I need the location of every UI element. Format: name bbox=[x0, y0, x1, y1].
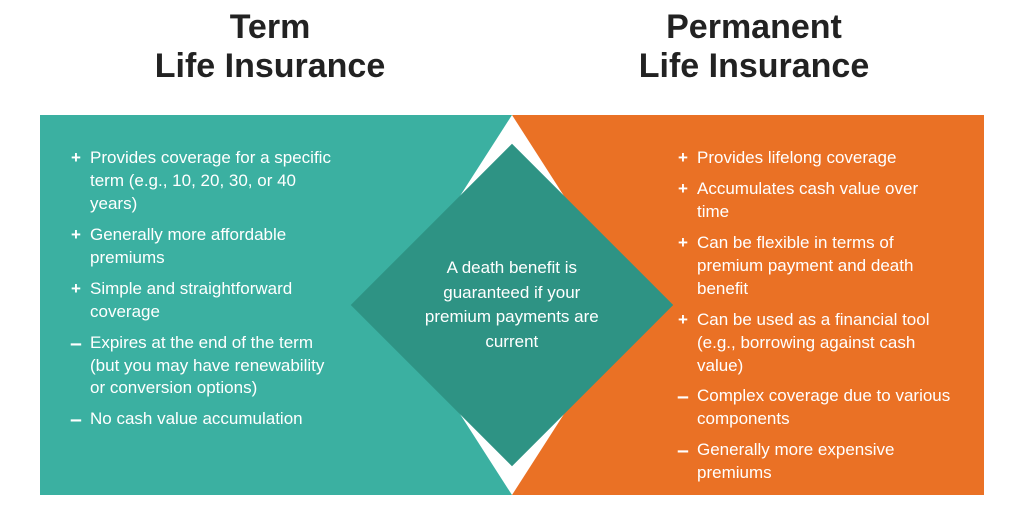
left-title-line1: Term bbox=[230, 8, 311, 46]
plus-icon: + bbox=[675, 147, 691, 170]
list-item-text: Can be used as a financial tool (e.g., b… bbox=[697, 310, 930, 375]
minus-icon: – bbox=[675, 383, 691, 411]
list-item: –Generally more expensive premiums bbox=[675, 439, 954, 485]
list-item: + Accumulates cash value over time bbox=[675, 178, 954, 224]
list-item: + Generally more affordable premiums bbox=[68, 224, 343, 270]
right-title-line2: Life Insurance bbox=[639, 47, 870, 85]
list-item: –Complex coverage due to various compone… bbox=[675, 385, 954, 431]
list-item-text: Simple and straightforward coverage bbox=[90, 279, 292, 321]
plus-icon: + bbox=[68, 278, 84, 301]
plus-icon: + bbox=[675, 178, 691, 201]
list-item: + Provides coverage for a specific term (… bbox=[68, 147, 343, 216]
plus-icon: + bbox=[675, 309, 691, 332]
list-item-text: Complex coverage due to various componen… bbox=[697, 386, 950, 428]
right-title-line1: Permanent bbox=[666, 8, 842, 46]
comparison-infographic: Term Life Insurance Permanent Life Insur… bbox=[0, 0, 1024, 521]
center-text: A death benefit is guaranteed if your pr… bbox=[412, 256, 612, 355]
list-item-text: Generally more expensive premiums bbox=[697, 440, 894, 482]
plus-icon: + bbox=[675, 232, 691, 255]
list-item-text: No cash value accumulation bbox=[90, 409, 303, 428]
right-title: Permanent Life Insurance bbox=[524, 8, 984, 86]
plus-icon: + bbox=[68, 147, 84, 170]
left-title: Term Life Insurance bbox=[40, 8, 500, 86]
list-item: + Simple and straightforward coverage bbox=[68, 278, 343, 324]
list-item-text: Provides coverage for a specific term (e… bbox=[90, 148, 331, 213]
left-title-line2: Life Insurance bbox=[155, 47, 386, 85]
plus-icon: + bbox=[68, 224, 84, 247]
list-item: –No cash value accumulation bbox=[68, 408, 343, 431]
list-item: + Can be flexible in terms of premium pay… bbox=[675, 232, 954, 301]
list-item-text: Accumulates cash value over time bbox=[697, 179, 918, 221]
list-item: + Provides lifelong coverage bbox=[675, 147, 954, 170]
list-item-text: Provides lifelong coverage bbox=[697, 148, 896, 167]
right-list: + Provides lifelong coverage + Accumulates … bbox=[675, 147, 954, 485]
list-item-text: Generally more affordable premiums bbox=[90, 225, 286, 267]
minus-icon: – bbox=[675, 437, 691, 465]
minus-icon: – bbox=[68, 330, 84, 358]
list-item-text: Can be flexible in terms of premium paym… bbox=[697, 233, 913, 298]
minus-icon: – bbox=[68, 406, 84, 434]
list-item-text: Expires at the end of the term (but you … bbox=[90, 333, 324, 398]
list-item: –Expires at the end of the term (but you… bbox=[68, 332, 343, 401]
list-item: + Can be used as a financial tool (e.g., … bbox=[675, 309, 954, 378]
